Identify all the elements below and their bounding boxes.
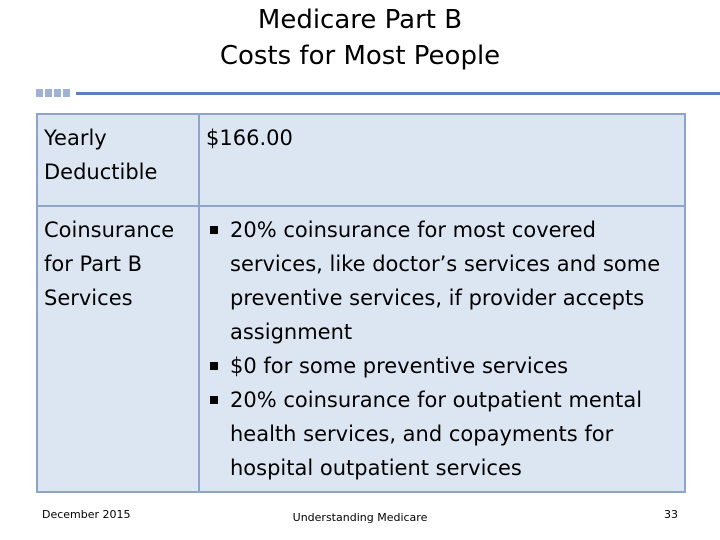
title: Medicare Part B Costs for Most People	[0, 2, 720, 74]
table-row: Coinsurance for Part B Services 20% coin…	[36, 205, 686, 493]
bullet-item: $0 for some preventive services	[210, 349, 678, 383]
footer-center: Understanding Medicare	[292, 511, 428, 524]
footer-date: December 2015	[42, 508, 131, 521]
row-content: 20% coinsurance for most covered service…	[198, 205, 686, 493]
decoration-bar	[36, 89, 720, 97]
bullet-list: 20% coinsurance for most covered service…	[206, 213, 678, 485]
bullet-item: 20% coinsurance for most covered service…	[210, 213, 678, 349]
row-label: Yearly Deductible	[36, 113, 200, 207]
table-row: Yearly Deductible $166.00	[36, 113, 686, 207]
cost-table: Yearly Deductible $166.00 Coinsurance fo…	[36, 113, 686, 493]
page-number: 33	[664, 508, 678, 521]
row-label: Coinsurance for Part B Services	[36, 205, 200, 493]
title-line: Medicare Part B	[257, 5, 463, 35]
bullet-item: 20% coinsurance for outpatient mental he…	[210, 383, 678, 485]
row-content: $166.00	[198, 113, 686, 207]
title-line: Costs for Most People	[219, 41, 501, 71]
